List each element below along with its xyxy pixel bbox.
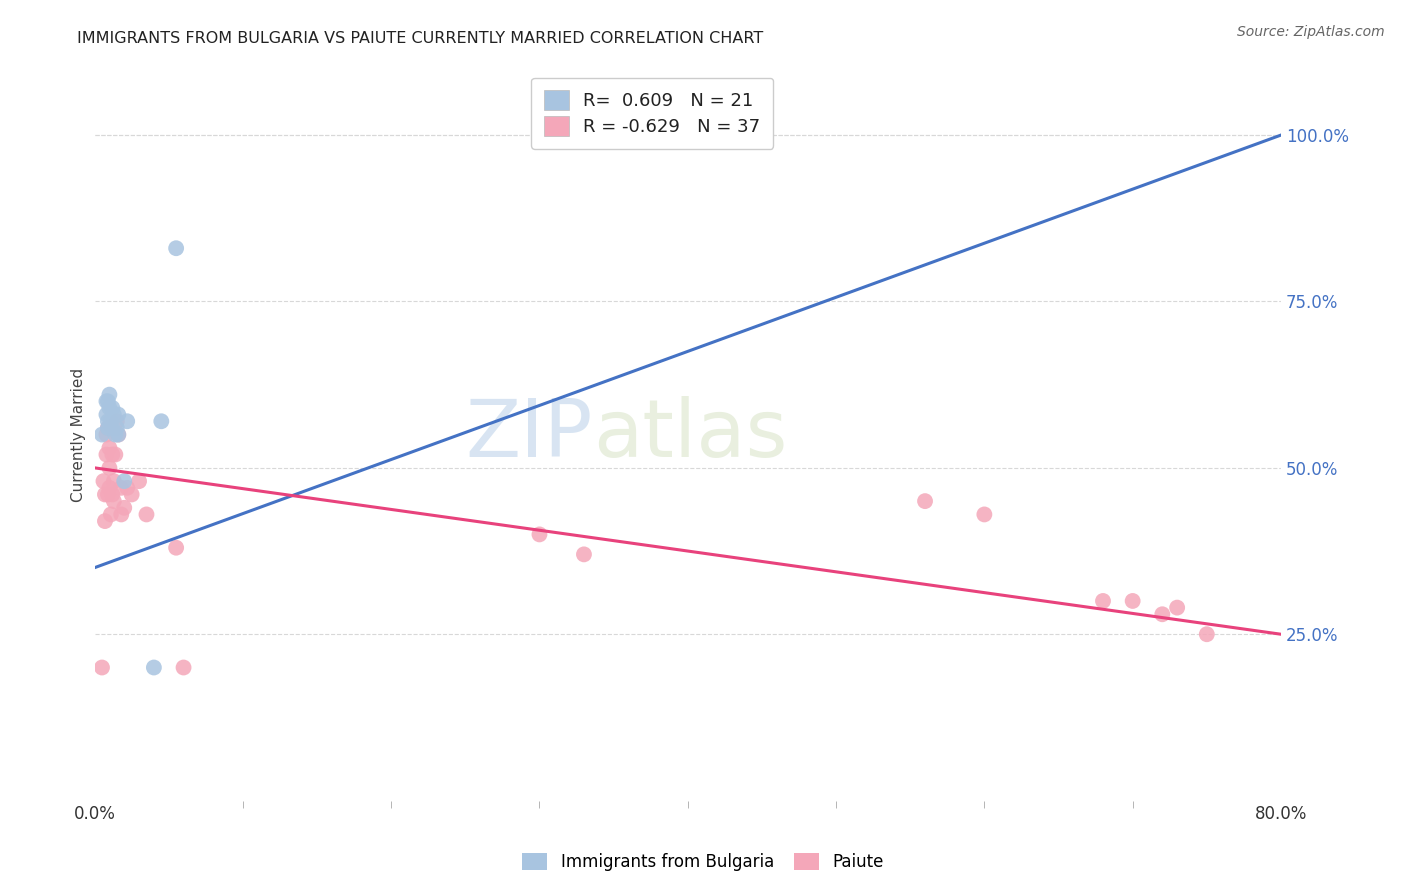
Point (101, 487, 124, 501)
Point (973, 508, 995, 522)
Y-axis label: Currently Married: Currently Married (72, 368, 86, 501)
Point (529, 527, 551, 541)
Point (115, 414, 138, 428)
Point (101, 448, 124, 462)
Point (98, 481, 121, 495)
Point (91, 660, 114, 674)
Point (150, 414, 173, 428)
Point (135, 508, 157, 522)
Point (165, 241, 187, 255)
Point (1195, 627, 1218, 641)
Point (103, 474, 125, 488)
Point (97, 487, 120, 501)
Point (97, 421, 120, 435)
Point (112, 500, 135, 515)
Point (1166, 600, 1188, 615)
Text: atlas: atlas (593, 395, 787, 474)
Legend: R=  0.609   N = 21, R = -0.629   N = 37: R= 0.609 N = 21, R = -0.629 N = 37 (531, 78, 773, 149)
Point (128, 474, 150, 488)
Point (107, 427, 129, 442)
Point (96, 427, 118, 442)
Point (98, 387, 121, 401)
Point (96, 394, 118, 409)
Point (1122, 594, 1144, 608)
Point (107, 408, 129, 422)
Point (98, 460, 121, 475)
Point (91, 427, 114, 442)
Point (104, 448, 127, 462)
Point (94, 514, 117, 528)
Point (97, 394, 120, 409)
Text: Source: ZipAtlas.com: Source: ZipAtlas.com (1237, 25, 1385, 39)
Point (121, 487, 143, 501)
Point (98, 401, 121, 415)
Legend: Immigrants from Bulgaria, Paiute: Immigrants from Bulgaria, Paiute (515, 845, 891, 880)
Point (110, 481, 132, 495)
Point (142, 660, 165, 674)
Point (97, 414, 120, 428)
Point (165, 541, 187, 555)
Point (115, 481, 138, 495)
Point (96, 448, 118, 462)
Point (104, 427, 127, 442)
Point (572, 547, 595, 561)
Text: IMMIGRANTS FROM BULGARIA VS PAIUTE CURRENTLY MARRIED CORRELATION CHART: IMMIGRANTS FROM BULGARIA VS PAIUTE CURRE… (77, 31, 763, 46)
Point (103, 408, 125, 422)
Point (97, 421, 120, 435)
Point (112, 474, 135, 488)
Point (173, 660, 195, 674)
Point (105, 414, 128, 428)
Point (107, 427, 129, 442)
Point (94, 487, 117, 501)
Point (101, 401, 124, 415)
Point (105, 421, 128, 435)
Point (1152, 607, 1174, 622)
Point (103, 494, 125, 508)
Point (100, 414, 122, 428)
Point (96, 408, 118, 422)
Point (101, 421, 124, 435)
Point (110, 508, 132, 522)
Point (98, 441, 121, 455)
Text: ZIP: ZIP (465, 395, 593, 474)
Point (100, 508, 122, 522)
Point (1091, 594, 1114, 608)
Point (93, 474, 115, 488)
Point (914, 494, 936, 508)
